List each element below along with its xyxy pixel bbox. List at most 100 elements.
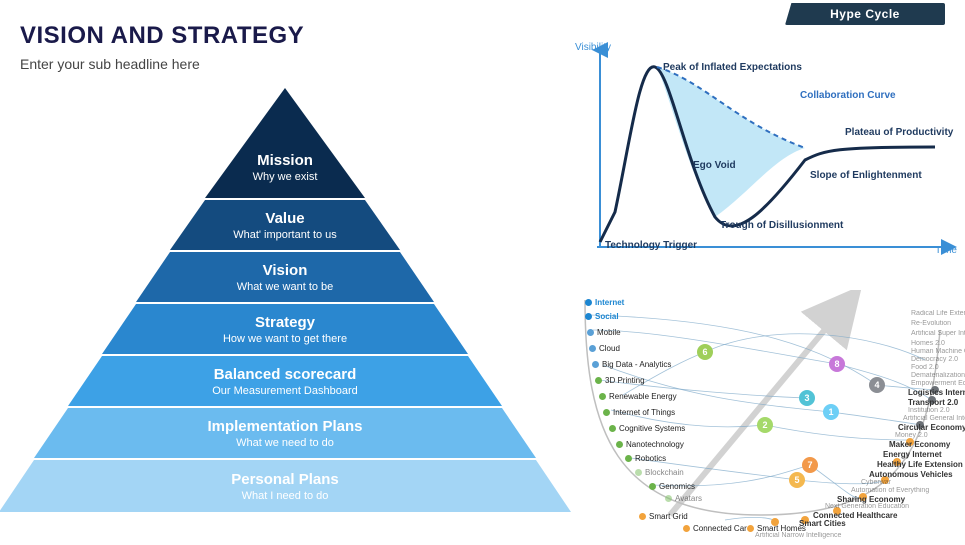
innov-left-node: Cognitive Systems <box>609 424 685 433</box>
node-label: Big Data - Analytics <box>602 360 671 369</box>
hype-plateau-label: Plateau of Productivity <box>845 127 953 138</box>
hype-collab-label: Collaboration Curve <box>800 90 896 101</box>
node-dot <box>599 393 606 400</box>
svg-text:5: 5 <box>794 475 799 485</box>
innov-right-label: Smart Cities <box>799 519 846 528</box>
node-label: Genomics <box>659 482 695 491</box>
pyramid-layer-title: Personal Plans <box>231 471 339 488</box>
svg-text:8: 8 <box>834 359 839 369</box>
innov-left-node: Big Data - Analytics <box>592 360 671 369</box>
svg-text:1: 1 <box>828 407 833 417</box>
node-label: Social <box>595 312 619 321</box>
hype-cycle-tab: Hype Cycle <box>785 3 945 25</box>
node-label: Connected Car <box>693 524 747 533</box>
innov-right-label: Money 2.0 <box>895 432 928 439</box>
innov-left-node: 3D Printing <box>595 376 645 385</box>
pyramid-layer-title: Balanced scorecard <box>214 366 357 383</box>
node-label: 3D Printing <box>605 376 645 385</box>
pyramid-layer-title: Mission <box>257 152 313 169</box>
svg-text:3: 3 <box>804 393 809 403</box>
node-label: Nanotechnology <box>626 440 684 449</box>
pyramid-layer-sub: What I need to do <box>242 490 329 502</box>
node-dot <box>616 441 623 448</box>
hype-ego-label: Ego Void <box>693 160 736 171</box>
pyramid-layer-sub: Why we exist <box>253 171 318 183</box>
node-dot <box>595 377 602 384</box>
pyramid-layer-sub: What we want to be <box>237 281 334 293</box>
innov-right-label: Circular Economy <box>898 423 965 432</box>
svg-text:2: 2 <box>762 420 767 430</box>
innov-right-label: Automation of Everything <box>851 487 929 494</box>
innov-right-label: Maker Economy <box>889 440 950 449</box>
pyramid-layer-sub: What we need to do <box>236 437 334 449</box>
innov-right-label: Artificial Super Intelligence <box>911 330 965 337</box>
pyramid-layer-5: Implementation Plans What we need to do <box>34 408 536 458</box>
pyramid-layer-title: Strategy <box>255 314 315 331</box>
node-label: Cognitive Systems <box>619 424 685 433</box>
node-label: Internet of Things <box>613 408 675 417</box>
node-dot <box>609 425 616 432</box>
node-dot <box>592 361 599 368</box>
hype-trough-label: Trough of Disillusionment <box>720 220 843 231</box>
node-label: Renewable Energy <box>609 392 677 401</box>
node-dot <box>649 483 656 490</box>
node-dot <box>603 409 610 416</box>
innov-right-label: Healthy Life Extension <box>877 460 963 469</box>
pyramid-chart: Mission Why we exist ValueWhat' important … <box>35 80 535 518</box>
innov-right-label: Food 2.0 <box>911 364 939 371</box>
innov-right-label: Artificial Narrow Intelligence <box>755 532 841 539</box>
innov-right-label: Dematerialization of Everything <box>911 372 965 379</box>
svg-text:6: 6 <box>702 347 707 357</box>
innov-left-node: Smart Grid <box>639 512 688 521</box>
node-dot <box>585 299 592 306</box>
innov-left-node: Blockchain <box>635 468 684 477</box>
innov-right-label: Artificial General Intelligence <box>903 415 965 422</box>
hype-cycle-chart: Visibility Time Peak of Inflated Expecta… <box>575 42 957 262</box>
innovation-network: 12345678 InternetSocialMobileCloudBig Da… <box>575 290 957 540</box>
node-label: Blockchain <box>645 468 684 477</box>
page-title: VISION AND STRATEGY <box>20 22 304 50</box>
hype-xlabel: Time <box>935 245 957 256</box>
innov-left-node: Renewable Energy <box>599 392 677 401</box>
node-dot <box>625 455 632 462</box>
node-label: Cloud <box>599 344 620 353</box>
hype-ylabel: Visibility <box>575 42 611 53</box>
innov-right-label: Cyberwar <box>861 479 891 486</box>
hype-trigger-label: Technology Trigger <box>605 240 697 251</box>
innov-right-label: Democracy 2.0 <box>911 356 958 363</box>
innov-left-node: Nanotechnology <box>616 440 684 449</box>
pyramid-layer-0: Mission Why we exist <box>205 88 365 198</box>
node-dot <box>587 329 594 336</box>
innov-right-label: Energy Internet <box>883 450 942 459</box>
pyramid-layer-4: Balanced scorecard Our Measurement Dashbo… <box>68 356 502 406</box>
svg-text:4: 4 <box>874 380 879 390</box>
pyramid-layer-title: Vision <box>263 262 308 279</box>
innov-right-label: Radical Life Extension <box>911 310 965 317</box>
page-subtitle: Enter your sub headline here <box>20 56 200 72</box>
node-label: Smart Grid <box>649 512 688 521</box>
node-dot <box>747 525 754 532</box>
pyramid-layer-1: ValueWhat' important to us <box>170 200 400 250</box>
innov-right-label: Autonomous Vehicles <box>869 470 953 479</box>
svg-text:7: 7 <box>807 460 812 470</box>
pyramid-layer-title: Implementation Plans <box>207 418 362 435</box>
innov-left-node: Internet <box>585 298 624 307</box>
hype-slope-label: Slope of Enlightenment <box>810 170 922 181</box>
innov-left-node: Connected Car <box>683 524 747 533</box>
innov-left-node: Cloud <box>589 344 620 353</box>
node-dot <box>683 525 690 532</box>
innov-right-label: Next Generation Education <box>825 503 909 510</box>
innov-right-label: Logistics Internet <box>908 388 965 397</box>
node-label: Robotics <box>635 454 666 463</box>
pyramid-layer-sub: Our Measurement Dashboard <box>212 385 358 397</box>
node-label: Internet <box>595 298 624 307</box>
pyramid-layer-3: StrategyHow we want to get there <box>102 304 468 354</box>
node-label: Avatars <box>675 494 702 503</box>
innov-left-node: Genomics <box>649 482 695 491</box>
innov-right-label: Human Machine Convergence <box>911 348 965 355</box>
pyramid-layer-2: Vision What we want to be <box>136 252 434 302</box>
node-dot <box>589 345 596 352</box>
pyramid-layer-6: Personal Plans What I need to do <box>0 460 571 512</box>
innov-right-label: Homes 2.0 <box>911 340 945 347</box>
innov-left-node: Robotics <box>625 454 666 463</box>
